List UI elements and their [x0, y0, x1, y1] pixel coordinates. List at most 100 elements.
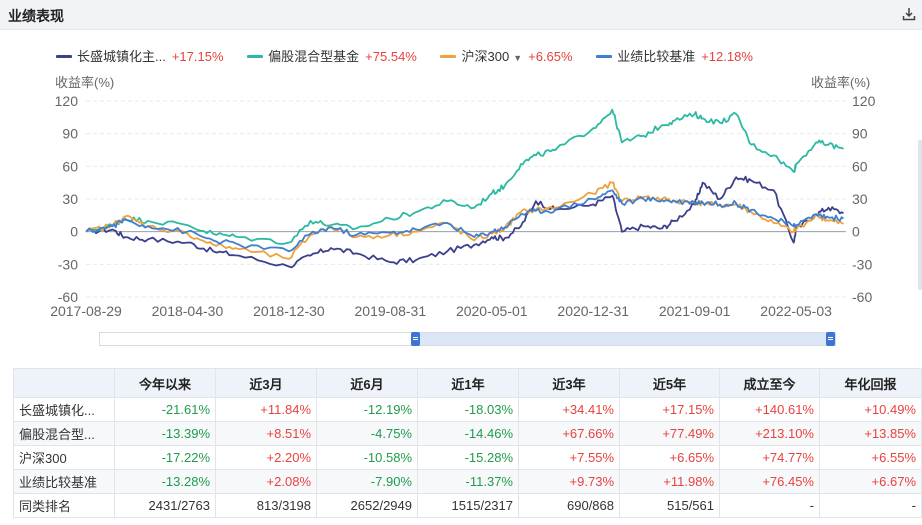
- slider-selected-range[interactable]: [416, 333, 835, 345]
- y-tick-label-left: 60: [62, 158, 78, 174]
- table-cell: +76.45%: [719, 469, 820, 494]
- row-label: 同类排名: [13, 493, 115, 518]
- legend-item-benchmark[interactable]: 业绩比较基准 +12.18%: [596, 46, 753, 65]
- column-header: 近1年: [417, 368, 519, 398]
- y-axis-title-left: 收益率(%): [55, 75, 115, 90]
- legend-value: +75.54%: [365, 49, 417, 64]
- y-tick-label-right: -60: [852, 289, 872, 305]
- table-cell: 813/3198: [215, 493, 317, 518]
- table-cell: 515/561: [619, 493, 720, 518]
- table-cell: +2.08%: [215, 469, 317, 494]
- legend-item-index[interactable]: 沪深300 ▼ +6.65%: [440, 46, 573, 65]
- table-cell: +8.51%: [215, 421, 317, 446]
- side-panel-tab[interactable]: [918, 140, 922, 290]
- panel-header: 业绩表现: [0, 0, 922, 30]
- performance-table: 今年以来 近3月 近6月 近1年 近3年 近5年 成立至今 年化回报 长盛城镇化…: [13, 368, 922, 518]
- table-cell: -21.61%: [114, 397, 216, 422]
- y-tick-label-left: 30: [62, 191, 78, 207]
- y-tick-label-left: 0: [70, 224, 78, 240]
- table-cell: +2.20%: [215, 445, 317, 470]
- table-cell: -13.28%: [114, 469, 216, 494]
- series-line-2: [85, 181, 845, 260]
- table-row: 长盛城镇化... -21.61% +11.84% -12.19% -18.03% +34.…: [13, 397, 922, 422]
- panel-title: 业绩表现: [8, 8, 64, 24]
- legend-label: 偏股混合型基金: [268, 49, 360, 64]
- y-tick-label-left: -30: [58, 256, 78, 272]
- table-cell: +140.61%: [719, 397, 820, 422]
- table-cell: +6.65%: [619, 445, 720, 470]
- y-tick-label-right: 30: [852, 191, 868, 207]
- table-cell: -: [719, 493, 820, 518]
- slider-right-handle[interactable]: [826, 332, 835, 346]
- table-cell: +11.98%: [619, 469, 720, 494]
- legend-value: +17.15%: [171, 49, 224, 64]
- series-line-3: [85, 189, 845, 253]
- y-tick-label-left: -60: [58, 289, 78, 305]
- table-cell: +77.49%: [619, 421, 720, 446]
- table-cell: 2431/2763: [114, 493, 216, 518]
- table-cell: +6.55%: [819, 445, 922, 470]
- x-tick-label: 2018-12-30: [253, 303, 325, 319]
- x-tick-label: 2021-09-01: [659, 303, 731, 319]
- table-cell: -: [819, 493, 922, 518]
- table-cell: 2652/2949: [316, 493, 418, 518]
- table-cell: +7.55%: [518, 445, 620, 470]
- table-row: 业绩比较基准 -13.28% +2.08% -7.90% -11.37% +9.73% +1…: [13, 469, 922, 494]
- table-cell: -4.75%: [316, 421, 418, 446]
- column-header: 成立至今: [719, 368, 820, 398]
- table-cell: -13.39%: [114, 421, 216, 446]
- legend-swatch: [56, 55, 72, 59]
- table-cell: -10.58%: [316, 445, 418, 470]
- table-cell: 1515/2317: [417, 493, 519, 518]
- series-line-1: [85, 108, 844, 245]
- row-label: 长盛城镇化...: [13, 397, 115, 422]
- legend-label: 沪深300: [461, 49, 510, 64]
- table-cell: -18.03%: [417, 397, 519, 422]
- caret-down-icon[interactable]: ▼: [513, 53, 523, 63]
- table-cell: +213.10%: [719, 421, 820, 446]
- table-cell: +67.66%: [518, 421, 620, 446]
- column-header: 近6月: [316, 368, 418, 398]
- x-tick-label: 2022-05-03: [760, 303, 832, 319]
- row-label: 沪深300: [13, 445, 115, 470]
- table-cell: +17.15%: [619, 397, 720, 422]
- legend-swatch: [596, 55, 613, 59]
- x-tick-label: 2020-05-01: [456, 303, 528, 319]
- table-cell: -14.46%: [417, 421, 519, 446]
- row-label: 偏股混合型...: [13, 421, 115, 446]
- table-row: 同类排名 2431/2763 813/3198 2652/2949 1515/2317 6…: [13, 493, 922, 518]
- slider-left-handle[interactable]: [411, 332, 420, 346]
- table-cell: -7.90%: [316, 469, 418, 494]
- y-tick-label-left: 120: [55, 93, 79, 109]
- table-row: 偏股混合型... -13.39% +8.51% -4.75% -14.46% +67.66…: [13, 421, 922, 446]
- y-tick-label-right: -30: [852, 256, 872, 272]
- table-row: 沪深300 -17.22% +2.20% -10.58% -15.28% +7.55% +6…: [13, 445, 922, 470]
- legend-value: +6.65%: [528, 49, 573, 64]
- y-tick-label-right: 120: [852, 93, 876, 109]
- column-header: [13, 368, 115, 398]
- date-range-slider[interactable]: [99, 332, 836, 346]
- table-cell: -12.19%: [316, 397, 418, 422]
- y-axis-title-right: 收益率(%): [811, 75, 871, 90]
- table-cell: +10.49%: [819, 397, 922, 422]
- table-cell: +34.41%: [518, 397, 620, 422]
- column-header: 今年以来: [114, 368, 216, 398]
- table-cell: -11.37%: [417, 469, 519, 494]
- x-tick-label: 2019-08-31: [355, 303, 427, 319]
- table-cell: +11.84%: [215, 397, 317, 422]
- chart-legend: 长盛城镇化主... +17.15% 偏股混合型基金 +75.54% 沪深300 ▼ +6…: [56, 46, 773, 65]
- y-tick-label-right: 0: [852, 224, 860, 240]
- table-cell: +13.85%: [819, 421, 922, 446]
- legend-value: +12.18%: [701, 49, 753, 64]
- series-line-0: [85, 175, 844, 269]
- download-icon[interactable]: [902, 7, 916, 21]
- legend-item-peer[interactable]: 偏股混合型基金 +75.54%: [247, 46, 417, 65]
- row-label: 业绩比较基准: [13, 469, 115, 494]
- legend-label: 业绩比较基准: [617, 49, 696, 64]
- legend-swatch: [440, 55, 457, 59]
- table-cell: +74.77%: [719, 445, 820, 470]
- column-header: 近3年: [518, 368, 620, 398]
- column-header: 年化回报: [819, 368, 922, 398]
- legend-item-fund[interactable]: 长盛城镇化主... +17.15%: [56, 46, 224, 65]
